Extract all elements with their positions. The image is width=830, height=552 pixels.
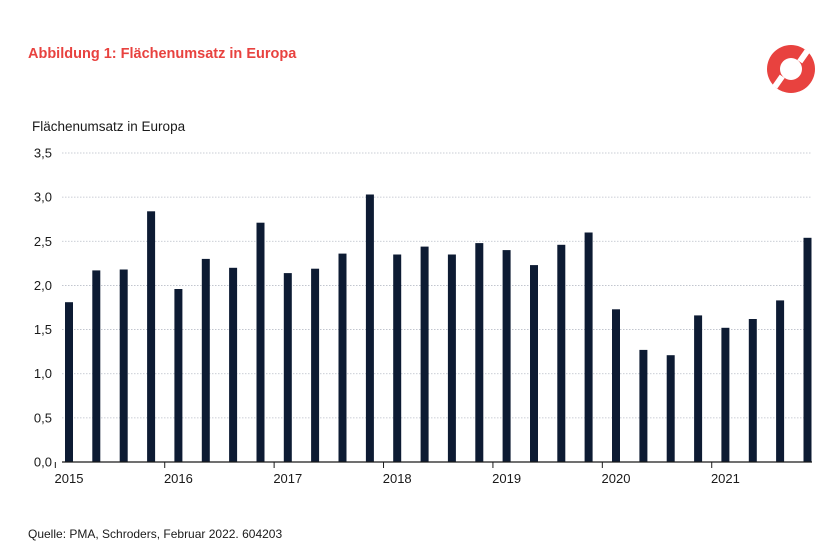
bar [584, 232, 593, 462]
x-tick-label: 2020 [602, 471, 631, 486]
y-tick-label: 0,5 [34, 410, 52, 425]
y-tick-label: 2,5 [34, 234, 52, 249]
bar [365, 194, 374, 462]
y-tick-label: 3,5 [34, 146, 52, 161]
bar [639, 349, 648, 462]
bar [420, 246, 429, 462]
x-tick-label: 2019 [492, 471, 521, 486]
bar [147, 211, 156, 462]
bar [776, 300, 785, 462]
bar [666, 355, 675, 462]
x-tick-label: 2017 [273, 471, 302, 486]
bar [612, 309, 620, 462]
bar [283, 273, 292, 462]
y-tick-label: 3,0 [34, 190, 52, 205]
y-tick-label: 1,5 [34, 322, 52, 337]
x-tick-label: 2021 [711, 471, 740, 486]
bar [530, 265, 538, 462]
bar [229, 267, 238, 462]
chart-title: Flächenumsatz in Europa [32, 119, 186, 134]
x-tick-label: 2018 [383, 471, 412, 486]
bar [311, 268, 320, 462]
source-note: Quelle: PMA, Schroders, Februar 2022. 60… [28, 527, 283, 541]
bar [256, 222, 265, 462]
bar [201, 258, 210, 462]
x-tick-label: 2016 [164, 471, 193, 486]
bar [92, 270, 101, 462]
bar [502, 250, 511, 462]
figure-title: Abbildung 1: Flächenumsatz in Europa [28, 46, 297, 62]
schroders-ring-logo-icon [767, 45, 815, 93]
bar [119, 269, 128, 462]
bar [721, 327, 730, 462]
bar [557, 244, 566, 462]
y-tick-label: 2,0 [34, 278, 52, 293]
bar [174, 289, 183, 462]
bar [447, 254, 456, 462]
bar [748, 319, 757, 462]
bar [694, 315, 703, 462]
bar [338, 253, 347, 462]
bar [803, 237, 812, 462]
bar [65, 302, 73, 462]
bar-chart: 0,0 0,5 1,0 1,5 2,0 2,5 3,0 3,5 2015 2016 2017 2018… [34, 146, 812, 486]
x-tick-label: 2015 [55, 471, 84, 486]
bar [475, 243, 484, 462]
y-tick-label: 0,0 [34, 455, 52, 470]
bar [393, 254, 402, 462]
y-tick-label: 1,0 [34, 366, 52, 381]
